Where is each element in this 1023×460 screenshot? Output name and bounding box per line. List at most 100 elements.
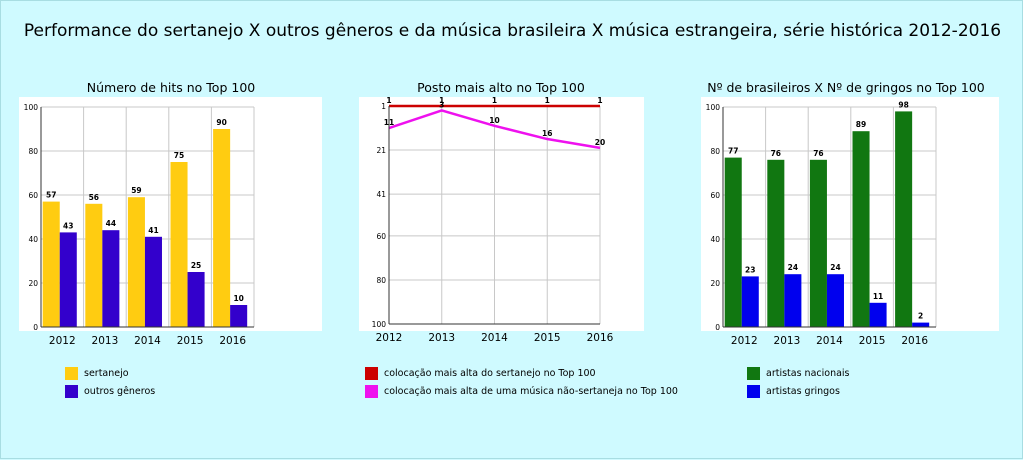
- y-tick-label: 100: [706, 103, 721, 112]
- bar: [102, 230, 120, 327]
- x-tick-label: 2016: [219, 335, 246, 347]
- data-label: 23: [745, 265, 755, 274]
- data-label: 2: [918, 312, 923, 321]
- bar: [912, 322, 930, 327]
- bar: [144, 236, 162, 327]
- y-tick-label: 80: [28, 147, 38, 156]
- y-tick-label: 40: [710, 235, 720, 244]
- y-tick-label: 0: [33, 323, 38, 332]
- legend-swatch: [65, 385, 78, 398]
- data-label: 10: [489, 116, 499, 125]
- x-tick-label: 2015: [177, 335, 204, 347]
- data-label: 1: [545, 96, 550, 105]
- legend-swatch: [365, 367, 378, 380]
- data-label: 76: [771, 149, 781, 158]
- y-tick-label: 80: [710, 147, 720, 156]
- data-label: 77: [728, 147, 738, 156]
- bar: [784, 274, 802, 327]
- x-tick-label: 2014: [816, 335, 843, 347]
- legend-swatch: [65, 367, 78, 380]
- data-label: 11: [873, 292, 883, 301]
- x-tick-label: 2013: [774, 335, 801, 347]
- data-label: 1: [386, 96, 391, 105]
- chart-title-artistas: Nº de brasileiros X Nº de gringos no Top…: [707, 80, 985, 95]
- y-tick-label: 21: [376, 146, 386, 155]
- bar: [213, 129, 231, 327]
- series-line: [388, 109, 601, 150]
- bar: [767, 159, 785, 327]
- plot-background: [359, 97, 644, 331]
- bar: [809, 159, 827, 327]
- x-tick-label: 2013: [92, 335, 119, 347]
- data-label: 41: [148, 226, 158, 235]
- data-label: 1: [439, 96, 444, 105]
- data-label: 44: [106, 219, 116, 228]
- bar: [230, 305, 248, 327]
- data-label: 90: [216, 118, 226, 127]
- y-tick-label: 100: [372, 320, 387, 329]
- data-label: 43: [63, 221, 73, 230]
- legend-label: colocação mais alta do sertanejo no Top …: [384, 368, 596, 379]
- data-label: 24: [788, 263, 798, 272]
- data-label: 3: [439, 100, 444, 109]
- x-tick-label: 2013: [428, 332, 455, 344]
- y-tick-label: 20: [28, 279, 38, 288]
- x-tick-label: 2016: [901, 335, 928, 347]
- legend-label: artistas nacionais: [766, 368, 850, 379]
- bar: [170, 162, 188, 327]
- y-tick-label: 80: [376, 276, 386, 285]
- x-tick-label: 2016: [587, 332, 614, 344]
- y-tick-label: 60: [28, 191, 38, 200]
- data-label: 59: [131, 186, 141, 195]
- bar: [187, 272, 205, 327]
- x-tick-label: 2014: [134, 335, 161, 347]
- bar: [826, 274, 844, 327]
- bar: [127, 197, 145, 327]
- bar: [869, 302, 887, 327]
- legend-swatch: [747, 385, 760, 398]
- data-label: 89: [856, 120, 866, 129]
- data-label: 57: [46, 191, 56, 200]
- y-tick-label: 100: [24, 103, 39, 112]
- bar: [741, 276, 759, 327]
- x-tick-label: 2012: [731, 335, 758, 347]
- legend-label: outros gêneros: [84, 386, 156, 397]
- y-tick-label: 1: [381, 102, 386, 111]
- data-label: 1: [492, 96, 497, 105]
- legend-swatch: [365, 385, 378, 398]
- data-label: 75: [174, 151, 184, 160]
- chart-title-hits: Número de hits no Top 100: [86, 80, 256, 95]
- bar: [85, 203, 103, 327]
- data-label: 10: [233, 294, 243, 303]
- data-label: 76: [813, 149, 823, 158]
- main-title: Performance do sertanejo X outros gênero…: [23, 21, 1002, 41]
- legend-label: artistas gringos: [766, 386, 840, 397]
- bar: [59, 232, 77, 327]
- data-label: 16: [542, 129, 552, 138]
- data-label: 56: [89, 193, 99, 202]
- x-tick-label: 2015: [859, 335, 886, 347]
- legend-label: sertanejo: [84, 368, 129, 379]
- chart-title-posto: Posto mais alto no Top 100: [417, 80, 585, 95]
- y-tick-label: 60: [376, 232, 386, 241]
- y-tick-label: 20: [710, 279, 720, 288]
- bar: [895, 111, 913, 328]
- y-tick-label: 41: [376, 190, 386, 199]
- data-label: 1: [597, 96, 602, 105]
- data-label: 98: [898, 100, 908, 109]
- data-label: 20: [595, 138, 605, 147]
- data-label: 25: [191, 261, 201, 270]
- y-tick-label: 0: [715, 323, 720, 332]
- bar: [42, 201, 60, 327]
- x-tick-label: 2014: [481, 332, 508, 344]
- x-tick-label: 2012: [49, 335, 76, 347]
- y-tick-label: 60: [710, 191, 720, 200]
- x-tick-label: 2015: [534, 332, 561, 344]
- data-label: 24: [830, 263, 840, 272]
- bar: [852, 131, 870, 327]
- legend-label: colocação mais alta de uma música não-se…: [384, 386, 678, 397]
- legend-swatch: [747, 367, 760, 380]
- y-tick-label: 40: [28, 235, 38, 244]
